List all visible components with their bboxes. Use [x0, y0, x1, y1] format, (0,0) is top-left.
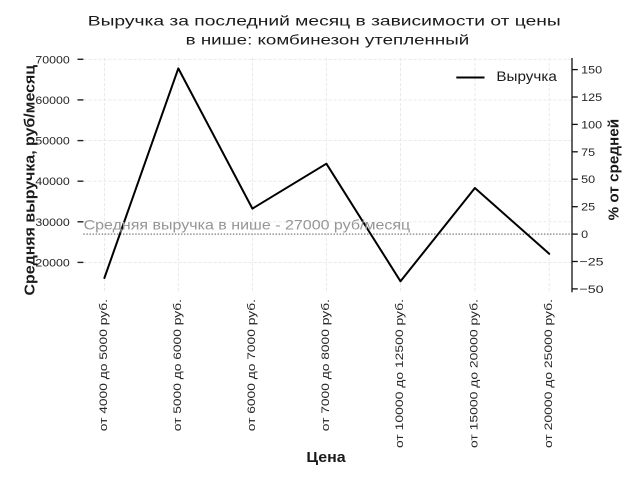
- svg-text:% от средней: % от средней: [607, 119, 623, 221]
- svg-text:от 6000 до 7000 руб.: от 6000 до 7000 руб.: [246, 299, 258, 431]
- svg-text:от 10000 до 12500 руб.: от 10000 до 12500 руб.: [394, 299, 406, 448]
- svg-text:−25: −25: [579, 256, 603, 268]
- svg-text:от 15000 до 20000 руб.: от 15000 до 20000 руб.: [469, 299, 481, 448]
- svg-text:Цена: Цена: [306, 450, 346, 466]
- svg-text:50000: 50000: [35, 136, 69, 148]
- svg-text:25: 25: [581, 202, 595, 214]
- svg-text:150: 150: [581, 65, 602, 77]
- svg-text:100: 100: [581, 119, 602, 131]
- svg-text:в нише: комбинезон утепленный: в нише: комбинезон утепленный: [186, 32, 470, 48]
- svg-text:40000: 40000: [35, 176, 69, 188]
- svg-text:Выручка за последний месяц в з: Выручка за последний месяц в зависимости…: [88, 13, 561, 29]
- svg-text:0: 0: [581, 229, 588, 241]
- svg-text:125: 125: [581, 92, 602, 104]
- svg-text:60000: 60000: [35, 95, 69, 107]
- svg-text:30000: 30000: [35, 217, 69, 229]
- svg-text:50: 50: [581, 174, 595, 186]
- svg-text:от 5000 до 6000 руб.: от 5000 до 6000 руб.: [172, 299, 184, 431]
- svg-text:Средняя выручка в нише - 27000: Средняя выручка в нише - 27000 руб/месяц: [84, 216, 411, 232]
- svg-text:от 20000 до 25000 руб.: от 20000 до 25000 руб.: [543, 299, 555, 448]
- svg-text:20000: 20000: [35, 257, 69, 269]
- svg-text:75: 75: [581, 147, 595, 159]
- svg-text:Средняя выручка, руб/месяц: Средняя выручка, руб/месяц: [23, 65, 39, 296]
- svg-text:от 4000 до 5000 руб.: от 4000 до 5000 руб.: [98, 299, 110, 431]
- svg-text:−50: −50: [579, 284, 603, 296]
- svg-text:от 7000 до 8000 руб.: от 7000 до 8000 руб.: [320, 299, 332, 431]
- svg-text:70000: 70000: [35, 54, 69, 66]
- svg-text:Выручка: Выручка: [496, 68, 557, 84]
